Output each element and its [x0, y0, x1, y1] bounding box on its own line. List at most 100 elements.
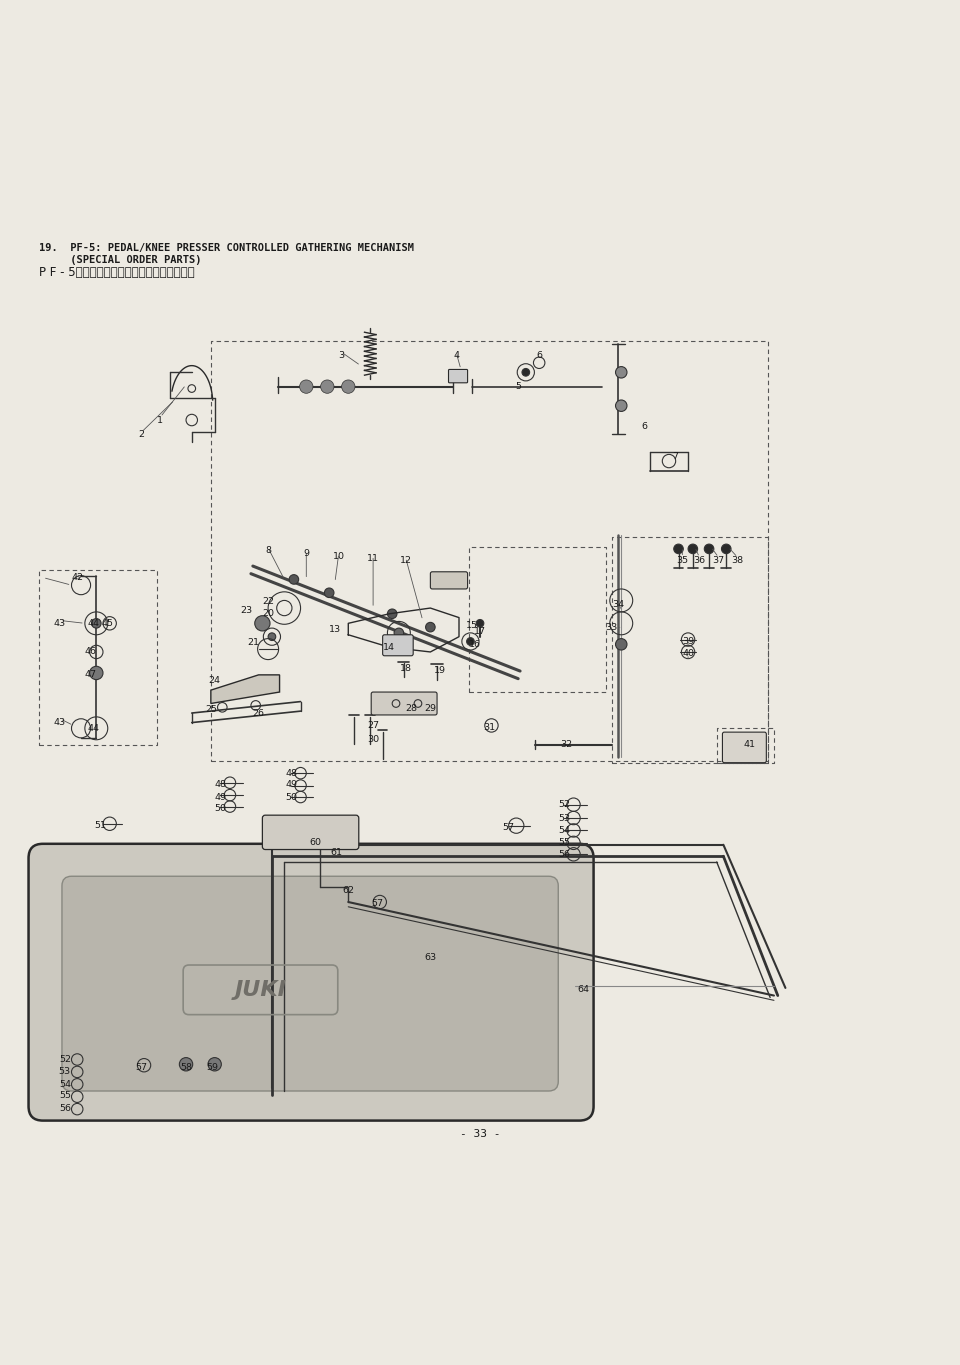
Text: 38: 38 [732, 556, 744, 565]
FancyBboxPatch shape [372, 692, 437, 715]
Text: 4: 4 [453, 351, 459, 359]
Circle shape [722, 545, 731, 554]
Text: 62: 62 [343, 886, 354, 895]
Text: 26: 26 [252, 710, 265, 718]
Text: 46: 46 [84, 647, 97, 657]
Text: 36: 36 [693, 556, 706, 565]
Text: 6: 6 [537, 351, 542, 359]
Text: 50: 50 [214, 804, 227, 814]
Circle shape [208, 1058, 222, 1072]
Text: 24: 24 [208, 676, 221, 685]
FancyBboxPatch shape [723, 732, 766, 763]
Text: 60: 60 [310, 838, 322, 848]
Circle shape [91, 618, 101, 628]
Circle shape [324, 588, 334, 598]
Circle shape [388, 609, 397, 618]
Text: 34: 34 [612, 599, 624, 609]
Text: 6: 6 [641, 422, 647, 431]
Text: 53: 53 [558, 814, 570, 823]
Text: 40: 40 [682, 650, 694, 658]
Circle shape [268, 633, 276, 640]
Text: (SPECIAL ORDER PARTS): (SPECIAL ORDER PARTS) [39, 255, 202, 265]
Text: 5: 5 [516, 382, 521, 392]
Text: 48: 48 [214, 781, 227, 789]
Text: 32: 32 [560, 740, 572, 749]
Circle shape [615, 367, 627, 378]
Circle shape [300, 379, 313, 393]
Circle shape [688, 545, 698, 554]
Text: 11: 11 [367, 554, 379, 562]
Text: 44: 44 [87, 723, 100, 733]
Text: 51: 51 [94, 822, 107, 830]
Text: 8: 8 [265, 546, 271, 556]
Text: 43: 43 [54, 618, 66, 628]
Text: 55: 55 [59, 1091, 71, 1100]
Circle shape [89, 666, 103, 680]
Text: 45: 45 [102, 618, 114, 628]
Text: 61: 61 [331, 848, 343, 857]
Text: 25: 25 [204, 704, 217, 714]
Text: 57: 57 [371, 900, 383, 909]
Circle shape [705, 545, 714, 554]
Circle shape [615, 639, 627, 650]
Text: 63: 63 [424, 953, 437, 962]
Text: 7: 7 [673, 452, 679, 461]
Text: 35: 35 [676, 556, 688, 565]
Text: 64: 64 [577, 986, 589, 994]
Text: 56: 56 [558, 850, 570, 859]
Text: 19: 19 [434, 666, 445, 674]
Text: 50: 50 [285, 793, 297, 801]
FancyBboxPatch shape [383, 635, 413, 655]
Text: 43: 43 [54, 718, 66, 728]
Text: 20: 20 [262, 609, 275, 618]
Circle shape [289, 575, 299, 584]
Circle shape [522, 369, 530, 377]
Circle shape [425, 622, 435, 632]
Text: 12: 12 [399, 556, 412, 565]
FancyBboxPatch shape [448, 370, 468, 382]
Circle shape [321, 379, 334, 393]
Text: 56: 56 [59, 1104, 71, 1112]
Text: - 33 -: - 33 - [460, 1129, 500, 1138]
Text: 42: 42 [71, 573, 84, 581]
Text: 13: 13 [329, 625, 341, 633]
Text: 52: 52 [59, 1055, 71, 1063]
Text: 39: 39 [682, 637, 694, 646]
Text: 22: 22 [262, 597, 275, 606]
Text: 30: 30 [367, 736, 379, 744]
Text: 19.  PF-5: PEDAL/KNEE PRESSER CONTROLLED GATHERING MECHANISM: 19. PF-5: PEDAL/KNEE PRESSER CONTROLLED … [39, 243, 414, 254]
Circle shape [674, 545, 684, 554]
Text: 1: 1 [157, 415, 163, 425]
Text: 58: 58 [180, 1062, 192, 1072]
Text: 33: 33 [606, 622, 618, 632]
FancyBboxPatch shape [62, 876, 559, 1091]
Circle shape [467, 637, 474, 646]
Text: 2: 2 [138, 430, 144, 438]
Text: 49: 49 [285, 781, 297, 789]
Text: 23: 23 [240, 606, 252, 616]
FancyBboxPatch shape [430, 572, 468, 588]
Text: 54: 54 [59, 1080, 71, 1089]
Text: 17: 17 [474, 628, 486, 636]
Text: 27: 27 [367, 721, 379, 730]
Text: P F - 5：局部いせ込み装置（特別注文部品）: P F - 5：局部いせ込み装置（特別注文部品） [39, 266, 195, 280]
Text: 14: 14 [383, 643, 396, 651]
Text: 57: 57 [503, 823, 515, 833]
Text: 10: 10 [333, 551, 345, 561]
FancyBboxPatch shape [262, 815, 359, 849]
Text: JUKI: JUKI [234, 980, 286, 999]
Text: 37: 37 [712, 556, 725, 565]
Text: 49: 49 [214, 793, 227, 801]
Text: 3: 3 [339, 351, 345, 359]
Text: 28: 28 [405, 704, 418, 713]
Circle shape [476, 620, 484, 627]
Text: 41: 41 [743, 740, 756, 749]
Text: 9: 9 [303, 549, 309, 558]
Text: 52: 52 [558, 800, 570, 809]
Text: 21: 21 [247, 637, 259, 647]
Text: 47: 47 [84, 670, 97, 680]
Text: 18: 18 [399, 663, 412, 673]
Polygon shape [211, 674, 279, 703]
FancyBboxPatch shape [29, 844, 593, 1121]
Text: 29: 29 [424, 704, 437, 713]
